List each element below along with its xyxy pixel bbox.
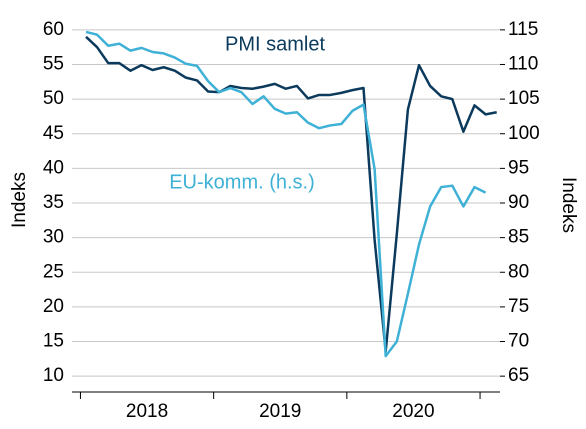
y-tick-label: 40 [43, 157, 64, 178]
y-tick-label: 30 [43, 227, 64, 248]
x-tick-label: 2019 [259, 401, 301, 422]
x-tick-label: 2020 [392, 401, 434, 422]
y2-tick-label: 105 [508, 88, 540, 109]
line-series [85, 35, 497, 353]
y2-tick-label: 70 [508, 331, 529, 352]
y2-tick-label: 65 [508, 365, 529, 386]
y-tick-label: 25 [43, 261, 64, 282]
annotation: PMI samlet [225, 33, 325, 55]
line-series [85, 30, 487, 358]
y-tick-label: 60 [43, 19, 64, 40]
y-tick-label: 20 [43, 296, 64, 317]
y-tick-label: 45 [43, 123, 64, 144]
annotation: EU-komm. (h.s.) [169, 171, 315, 193]
y-tick-label: 15 [43, 331, 64, 352]
x-tick-label: 2018 [126, 401, 168, 422]
y2-tick-label: 100 [508, 123, 540, 144]
y2-tick-label: 115 [508, 19, 538, 40]
y-tick-label: 55 [43, 53, 64, 74]
y-tick-label: 50 [43, 88, 64, 109]
y2-tick-label: 75 [508, 296, 529, 317]
y2-tick-label: 85 [508, 227, 529, 248]
y2-tick-label: 110 [508, 53, 538, 74]
y-tick-label: 35 [43, 192, 64, 213]
y-axis-label: Indeks [9, 172, 30, 228]
y2-axis-label: Indeks [558, 177, 579, 233]
y2-tick-label: 80 [508, 261, 529, 282]
y2-tick-label: 90 [508, 192, 529, 213]
y-tick-label: 10 [43, 365, 64, 386]
y2-tick-label: 95 [508, 157, 529, 178]
